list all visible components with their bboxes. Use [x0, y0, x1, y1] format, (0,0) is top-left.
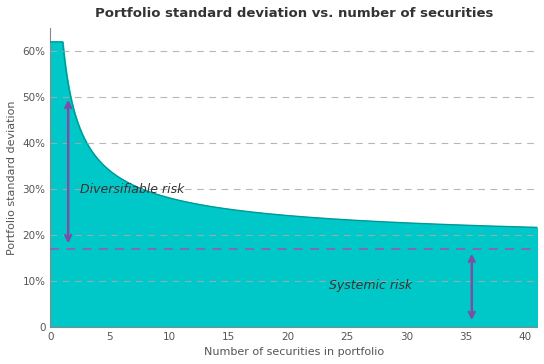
Y-axis label: Portfolio standard deviation: Portfolio standard deviation: [7, 100, 17, 254]
Text: Diversifiable risk: Diversifiable risk: [80, 183, 184, 197]
X-axis label: Number of securities in portfolio: Number of securities in portfolio: [203, 347, 384, 357]
Text: Systemic risk: Systemic risk: [329, 278, 412, 292]
Title: Portfolio standard deviation vs. number of securities: Portfolio standard deviation vs. number …: [95, 7, 493, 20]
